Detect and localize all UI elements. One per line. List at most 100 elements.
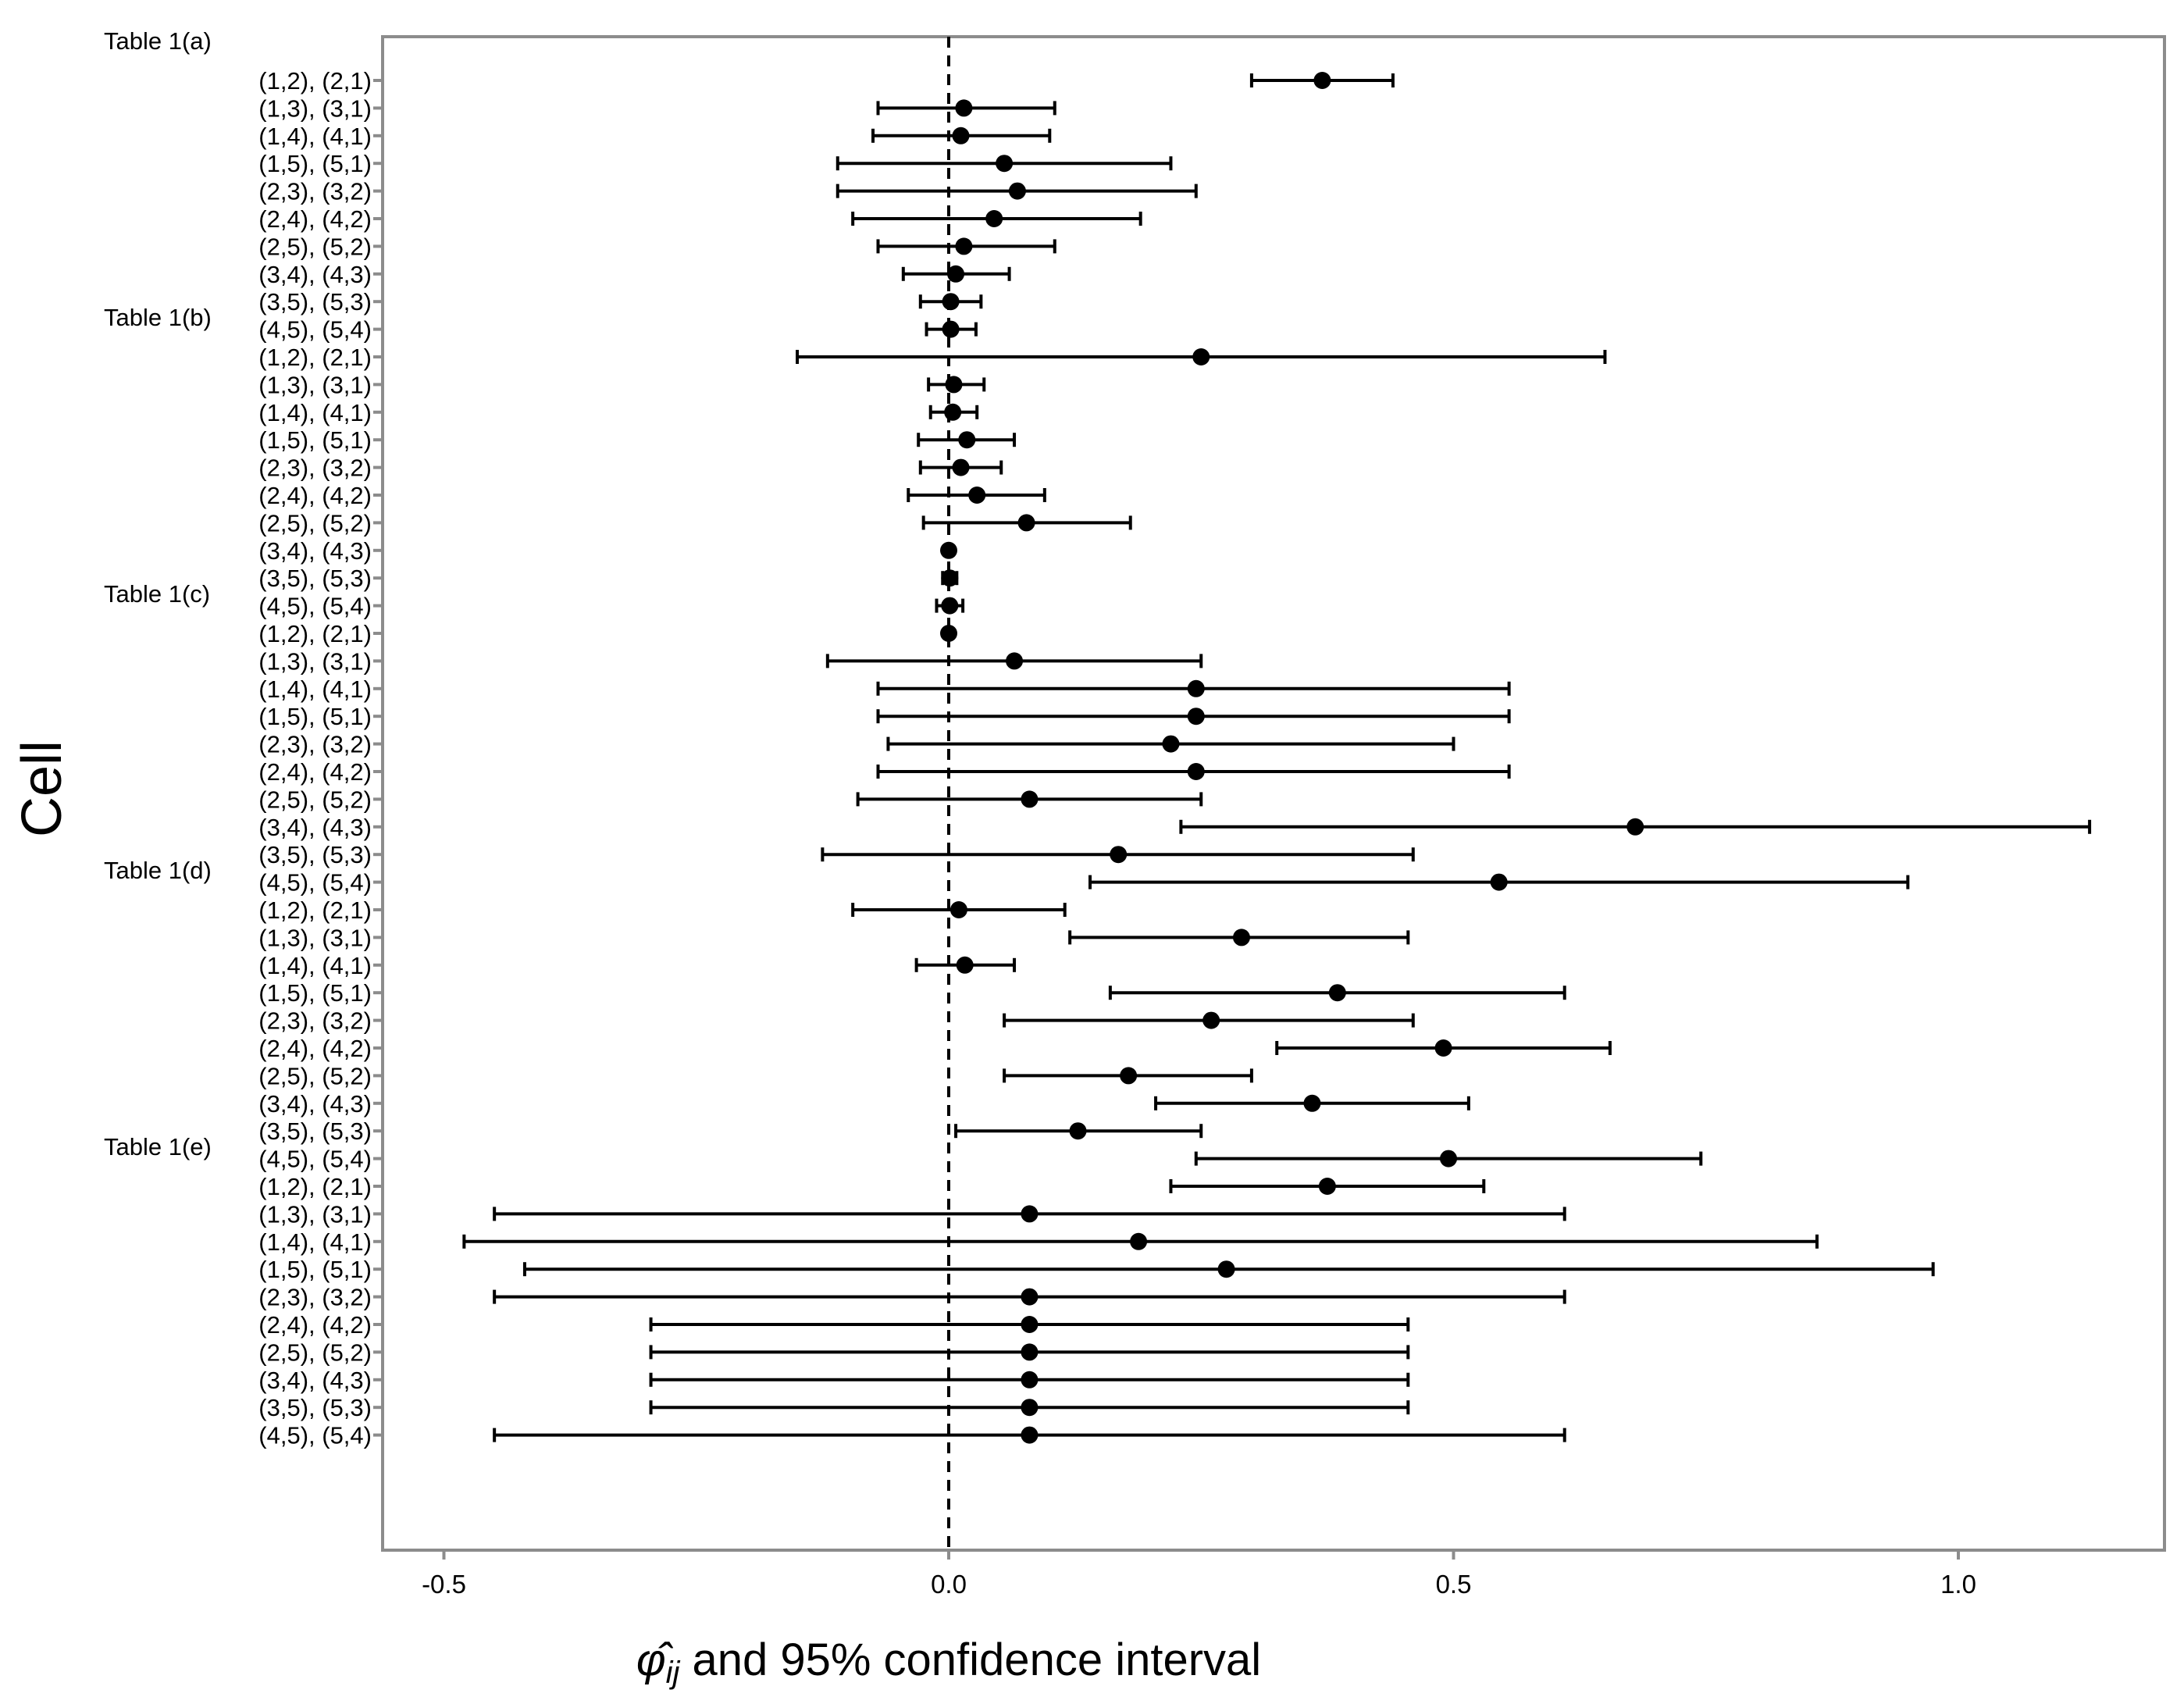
plot-frame <box>381 35 2166 1552</box>
estimate-point <box>1021 790 1039 808</box>
estimate-point <box>955 237 973 255</box>
x-tick-label: 0.0 <box>931 1570 967 1599</box>
row-label: (4,5), (5,4) <box>258 1422 372 1449</box>
x-tick-label: 1.0 <box>1940 1570 1976 1599</box>
row-label: (1,3), (3,1) <box>258 371 372 398</box>
x-tick-label: 0.5 <box>1436 1570 1472 1599</box>
row-label: (1,2), (2,1) <box>258 67 372 94</box>
row-label: (2,4), (4,2) <box>258 1035 372 1062</box>
row-label: (2,3), (3,2) <box>258 1284 372 1311</box>
estimate-point <box>1192 348 1210 365</box>
row-label: (3,4), (4,3) <box>258 1367 372 1394</box>
row-label: (2,5), (5,2) <box>258 509 372 537</box>
estimate-point <box>949 901 967 918</box>
row-label: (2,4), (4,2) <box>258 1311 372 1339</box>
row-label: (1,5), (5,1) <box>258 703 372 730</box>
row-label: (3,5), (5,3) <box>258 1118 372 1145</box>
row-label: (4,5), (5,4) <box>258 869 372 897</box>
row-label: (3,5), (5,3) <box>258 841 372 868</box>
row-label: (2,5), (5,2) <box>258 233 372 260</box>
row-label: (1,4), (4,1) <box>258 676 372 703</box>
group-label: Table 1(e) <box>104 1133 212 1160</box>
row-label: (1,2), (2,1) <box>258 1173 372 1200</box>
estimate-point <box>1187 679 1205 697</box>
estimate-point <box>956 956 974 974</box>
row-label: (2,3), (3,2) <box>258 178 372 205</box>
row-label: (4,5), (5,4) <box>258 1146 372 1173</box>
row-label: (1,5), (5,1) <box>258 979 372 1007</box>
row-label: (1,2), (2,1) <box>258 344 372 371</box>
row-label: (1,5), (5,1) <box>258 1256 372 1283</box>
group-label: Table 1(a) <box>104 27 212 55</box>
x-axis-title: φ̂ij and 95% confidence interval <box>636 1634 1261 1690</box>
estimate-point <box>955 99 973 117</box>
row-label: (1,4), (4,1) <box>258 952 372 979</box>
estimate-point <box>952 127 970 144</box>
row-label: (2,3), (3,2) <box>258 1007 372 1035</box>
estimate-point <box>944 403 962 421</box>
estimate-point <box>940 541 957 559</box>
estimate-point <box>941 569 959 587</box>
row-label: (4,5), (5,4) <box>258 593 372 620</box>
row-label: (1,4), (4,1) <box>258 399 372 426</box>
estimate-point <box>1187 763 1205 780</box>
estimate-point <box>952 458 970 476</box>
row-label: (2,5), (5,2) <box>258 786 372 813</box>
estimate-point <box>1490 873 1508 891</box>
row-label: (1,4), (4,1) <box>258 1228 372 1256</box>
estimate-point <box>1017 514 1035 532</box>
row-label: (2,5), (5,2) <box>258 1339 372 1366</box>
row-label: (1,3), (3,1) <box>258 94 372 122</box>
estimate-point <box>941 597 959 615</box>
estimate-point <box>996 155 1014 173</box>
estimate-point <box>1021 1288 1039 1306</box>
estimate-point <box>945 376 963 394</box>
group-label: Table 1(c) <box>104 580 210 608</box>
row-label: (1,3), (3,1) <box>258 924 372 951</box>
row-label: (2,5), (5,2) <box>258 1062 372 1089</box>
row-label: (2,4), (4,2) <box>258 482 372 509</box>
x-axis: -0.5 0.0 0.5 1.0 <box>422 1550 1976 1599</box>
estimate-point <box>1110 846 1128 864</box>
row-label: (3,5), (5,3) <box>258 565 372 592</box>
row-label: (1,3), (3,1) <box>258 1200 372 1228</box>
estimate-point <box>1318 1178 1336 1195</box>
row-label: (1,4), (4,1) <box>258 123 372 150</box>
estimate-point <box>1130 1232 1148 1250</box>
estimate-point <box>1313 72 1331 89</box>
estimate-point <box>1434 1039 1452 1057</box>
row-label: (3,4), (4,3) <box>258 814 372 841</box>
estimate-point <box>1217 1260 1235 1278</box>
estimate-point <box>1303 1094 1321 1112</box>
row-label: (3,4), (4,3) <box>258 537 372 565</box>
estimate-point <box>1021 1371 1039 1389</box>
estimate-point <box>947 265 965 283</box>
estimate-point <box>958 431 976 449</box>
estimate-point <box>940 625 957 642</box>
plot-area <box>373 35 2166 1552</box>
x-axis-title-subscript: ij <box>666 1656 681 1690</box>
estimate-point <box>1069 1122 1087 1140</box>
estimate-point <box>1187 708 1205 725</box>
estimate-point <box>1328 984 1346 1002</box>
estimate-point <box>1021 1426 1039 1444</box>
row-label: (2,3), (3,2) <box>258 455 372 482</box>
estimate-point <box>1021 1343 1039 1361</box>
estimate-point <box>942 320 960 338</box>
y-axis-title: Cell <box>11 740 73 837</box>
row-label: (1,2), (2,1) <box>258 897 372 924</box>
estimate-point <box>1021 1399 1039 1417</box>
estimate-point <box>1232 929 1250 946</box>
estimate-point <box>985 210 1003 227</box>
row-label: (2,3), (3,2) <box>258 731 372 758</box>
estimate-point <box>1162 735 1180 753</box>
row-label: (1,3), (3,1) <box>258 647 372 675</box>
estimate-point <box>1021 1205 1039 1223</box>
row-label: (2,4), (4,2) <box>258 205 372 233</box>
row-label: (1,5), (5,1) <box>258 426 372 454</box>
group-label: Table 1(d) <box>104 857 212 884</box>
row-label: (3,4), (4,3) <box>258 1090 372 1118</box>
row-label: (2,4), (4,2) <box>258 758 372 786</box>
